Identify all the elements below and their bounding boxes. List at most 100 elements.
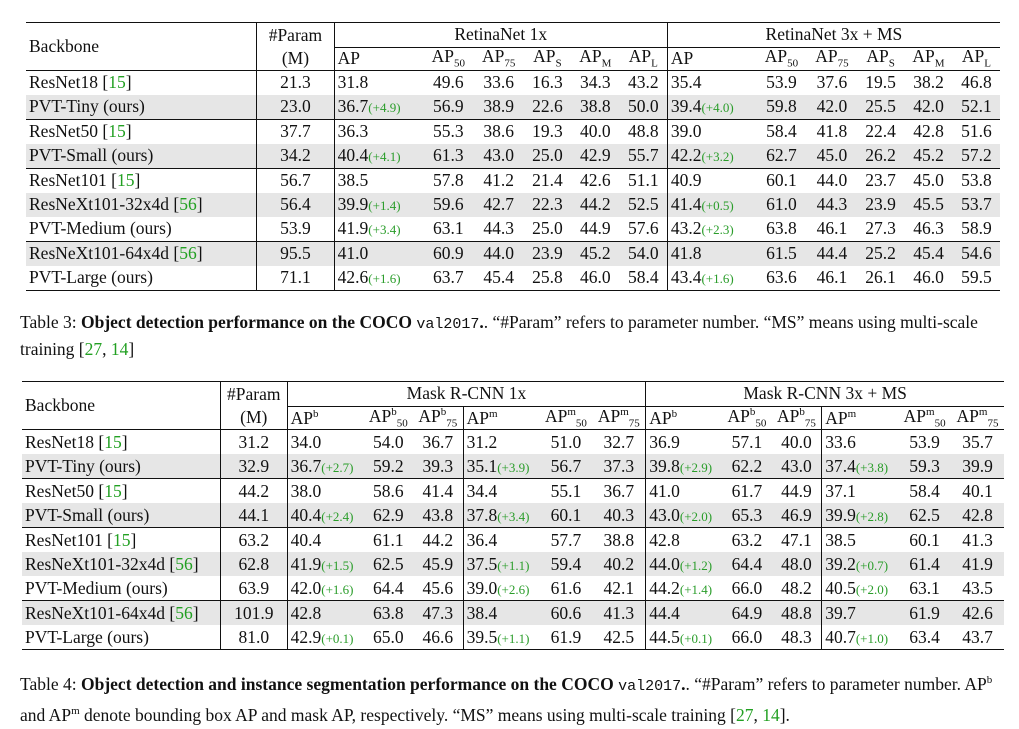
citation-link[interactable]: 27 [84,339,103,359]
metric-cell: 39.2(+0.7) [821,552,899,577]
table-row: ResNeXt101-64x4d [56] 101.9 42.8 63.8 47.3 38… [22,600,1004,626]
param-cell: 62.8 [220,552,288,577]
metric-cell: 63.7 [423,266,474,291]
backbone-cell: ResNet50 [15] [26,119,258,144]
metric-cell: 65.3 [722,503,772,528]
metric-cell: 40.3 [592,503,647,528]
improvement-delta: (+4.9) [368,100,401,116]
metric-cell: 43.0 [473,144,524,169]
citation-link[interactable]: 56 [175,602,193,623]
metric-cell: 43.8 [413,503,464,528]
citation-link[interactable]: 15 [108,121,126,142]
metric-cell: 25.2 [857,241,905,266]
param-cell: 56.4 [256,193,335,217]
group-header: Mask R-CNN 3x + MS [645,381,1004,407]
metric-cell: 61.6 [550,577,582,598]
metric-cell: 23.9 [857,193,905,217]
param-cell: 32.9 [220,454,288,479]
backbone-cell: ResNet101 [15] [22,527,221,553]
metric-cell: 42.8 [287,600,364,626]
column-header: APm [466,407,498,428]
citation-link[interactable]: 14 [110,339,129,359]
metric-cell: 34.3 [580,72,611,93]
backbone-name: PVT-Small (ours) [25,504,150,525]
column-header: APS [533,46,562,70]
metric-cell: 34.4 [463,478,540,504]
citation-link[interactable]: 15 [116,170,135,191]
citation-link[interactable]: 56 [175,553,193,574]
backbone-cell: ResNet50 [15] [22,478,221,504]
metric-cell: 48.0 [771,552,823,577]
metric-cell: 45.2 [570,241,620,266]
table-row: PVT-Small (ours) 44.1 40.4(+2.4) 62.9 43.8 37… [22,503,1004,528]
metric-cell: 56.7 [539,454,593,479]
backbone-name: PVT-Tiny (ours) [29,96,145,117]
metric-cell: 38.2 [913,72,944,93]
metric-cell: 57.8 [423,168,474,193]
backbone-name: PVT-Large (ours) [29,267,153,288]
metric-cell: 41.0 [334,241,424,266]
param-cell: 63.9 [220,576,288,601]
metric-cell: 42.8 [951,503,1004,528]
param-cell: 37.7 [256,119,335,144]
citation-link[interactable]: 15 [104,431,122,452]
improvement-delta: (+3.8) [855,459,889,475]
backbone-cell: PVT-Small (ours) [26,144,258,169]
citation-link[interactable]: 27 [735,704,754,725]
metric-cell: 61.9 [539,625,593,651]
metric-cell: 41.4(+0.5) [667,193,757,217]
citation-link[interactable]: 15 [112,529,131,550]
table-row: ResNet18 [15] 31.2 34.0 54.0 36.7 31.2 51.0 32.… [22,429,1004,455]
metric-cell: 39.5(+1.1) [463,625,540,651]
table-row: ResNet101 [15] 56.7 38.5 57.8 41.2 21.4 42.6 51… [26,168,1000,193]
metric-cell: 44.2 [570,193,620,217]
metric-cell: 60.1 [898,527,952,553]
metric-cell: 61.7 [722,478,772,504]
improvement-delta: (+1.2) [679,557,713,573]
metric-cell: 64.4 [373,577,404,598]
metric-cell: 31.8 [337,72,369,93]
column-header: APb [649,407,678,428]
metric-cell: 25.0 [523,144,571,169]
metric-cell: 38.5 [821,527,899,553]
param-cell: 21.3 [256,70,335,95]
metric-cell: 46.8 [961,72,992,93]
citation-link[interactable]: 56 [179,194,197,215]
metric-cell: 36.7 [413,429,464,455]
metric-cell: 22.3 [523,193,571,217]
table-row: ResNeXt101-64x4d [56] 95.5 41.0 60.9 44.0 23.… [26,241,1000,266]
table-row: PVT-Small (ours) 34.2 40.4(+4.1) 61.3 43.0 25… [26,144,1000,169]
param-cell: 95.5 [256,241,335,266]
metric-cell: 37.3 [592,454,647,479]
column-header: APm75 [956,405,999,430]
metric-cell: 40.4 [287,527,364,553]
column-header: AP50 [764,46,799,70]
metric-cell: 44.4 [806,241,858,266]
column-header: AP [337,48,361,69]
backbone-name: ResNet101 [29,170,107,191]
backbone-header: Backbone [26,22,258,71]
metric-cell: 58.4 [619,266,668,291]
citation-link[interactable]: 15 [104,480,122,501]
metric-cell: 23.9 [523,241,571,266]
metric-cell: 63.1 [909,577,940,598]
metric-cell: 34.0 [290,431,322,452]
backbone-name: PVT-Medium (ours) [25,577,168,598]
column-header: APb75 [771,406,823,430]
metric-cell: 40.2 [592,552,647,577]
table-row: PVT-Tiny (ours) 32.9 36.7(+2.7) 59.2 39.3 35.… [22,454,1004,479]
citation-link[interactable]: 56 [179,243,197,264]
metric-cell: 37.5(+1.1) [463,552,540,577]
metric-cell: 39.0(+2.6) [466,577,530,598]
metric-cell: 40.7(+1.0) [821,625,899,651]
improvement-delta: (+2.0) [679,508,713,524]
improvement-delta: (+0.1) [321,630,354,646]
header-row: Backbone #Param RetinaNet 1x RetinaNet 3x +… [26,22,1000,71]
metric-cell: 53.8 [952,168,1000,193]
metric-cell: 39.9(+2.8) [821,503,899,528]
citation-link[interactable]: 14 [762,704,780,725]
citation-link[interactable]: 15 [108,72,126,93]
metric-cell: 41.3 [951,527,1004,553]
metric-cell: 27.3 [865,218,896,239]
table-3: Backbone #Param RetinaNet 1x RetinaNet 3x +… [26,22,1000,291]
